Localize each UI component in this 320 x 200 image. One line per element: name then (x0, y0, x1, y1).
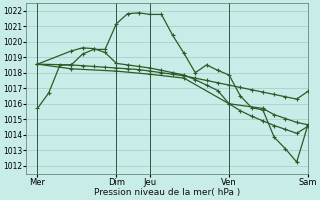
X-axis label: Pression niveau de la mer( hPa ): Pression niveau de la mer( hPa ) (94, 188, 240, 197)
